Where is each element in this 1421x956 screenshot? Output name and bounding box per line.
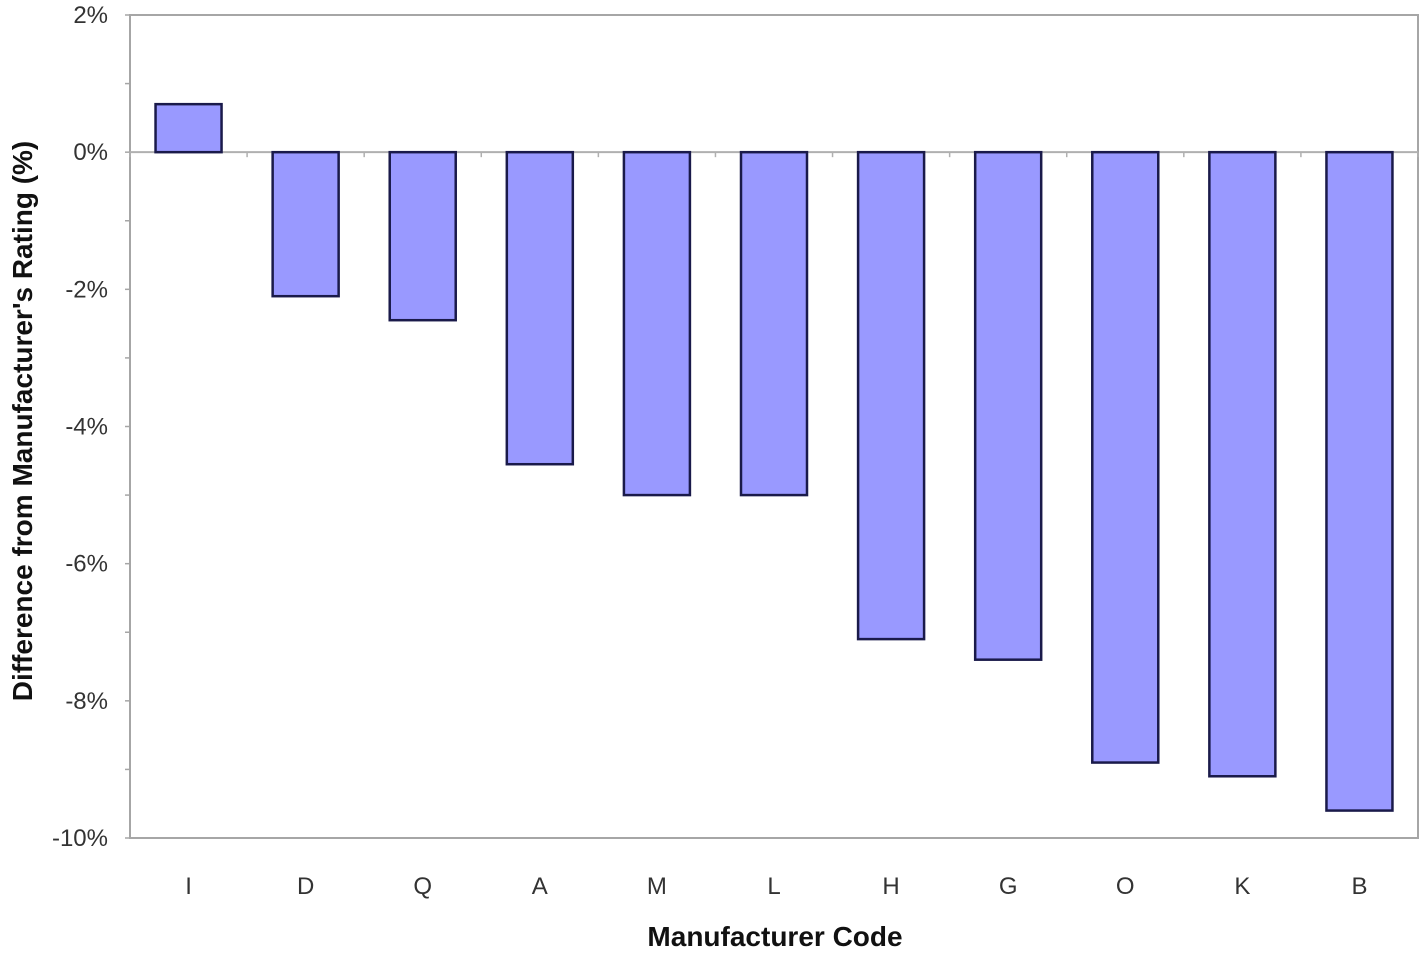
y-tick-label: -10% [52,825,108,852]
x-tick-label: B [1351,873,1367,900]
x-tick-label: M [647,873,667,900]
y-tick-label: -6% [65,551,108,578]
y-tick-label: -2% [65,276,108,303]
bar-O [1091,150,1160,764]
y-tick-label: -4% [65,414,108,441]
bar-A [505,150,575,466]
x-tick-label: Q [413,873,432,900]
x-tick-label: I [185,873,192,900]
bar-H [856,150,926,641]
x-tick-label: D [297,873,314,900]
x-tick-label: G [999,873,1018,900]
x-tick-label: L [767,873,780,900]
x-tick-label: O [1116,873,1135,900]
y-tick-label: 0% [73,139,108,166]
bar-I [154,102,223,154]
x-tick-label: A [532,873,548,900]
bar-M [622,150,692,497]
y-tick-label: 2% [73,2,108,29]
x-tick-label: H [882,873,899,900]
bar-B [1325,150,1394,812]
x-tick-label: K [1234,873,1250,900]
y-tick-label: -8% [65,688,108,715]
bar-D [271,150,340,298]
bar-Q [388,150,457,322]
y-axis-title: Difference from Manufacturer's Rating (%… [7,141,38,702]
bar-G [973,150,1043,661]
x-axis-title: Manufacturer Code [647,921,902,951]
bar-K [1208,150,1277,778]
bar-L [739,150,809,497]
